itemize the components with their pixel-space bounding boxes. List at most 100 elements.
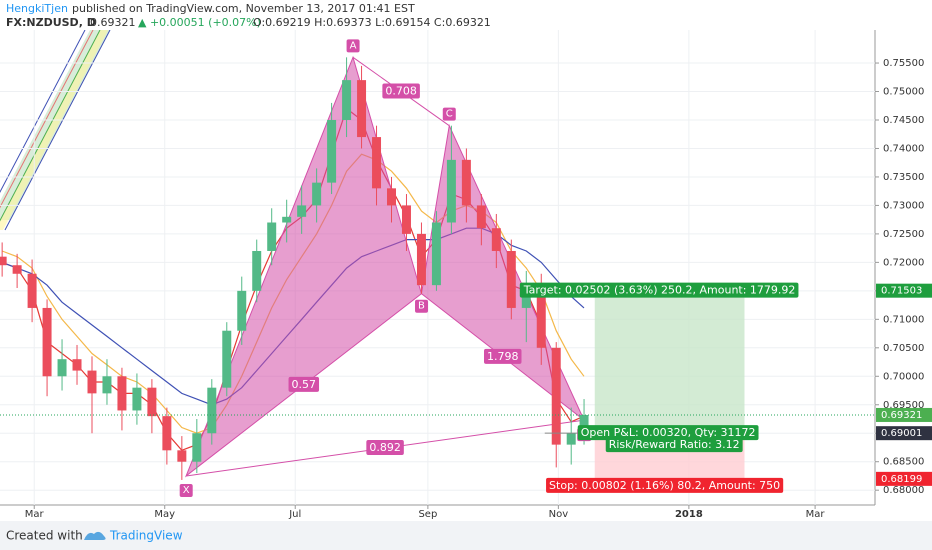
pattern-ratio: 0.57: [292, 378, 317, 391]
candle-body: [342, 80, 352, 120]
price-tag-box: [876, 283, 932, 298]
candle-body: [387, 188, 396, 206]
pnl-label: Open P&L: 0.00320, Qty: 31172: [581, 426, 756, 439]
price-tag: 0.68199: [881, 474, 922, 485]
candle-body: [372, 137, 382, 189]
x-tick-label: Sep: [418, 509, 437, 520]
candle-body: [147, 387, 157, 417]
stop-label: Stop: 0.00802 (1.16%) 80.2, Amount: 750: [549, 479, 780, 492]
plot-area: [0, 30, 875, 505]
y-tick-label: 0.71000: [883, 314, 924, 325]
pattern-point-label: A: [350, 40, 357, 51]
candle-body: [87, 370, 97, 394]
pattern-ratio-box: [382, 83, 420, 99]
pattern-point-label-box: [179, 483, 193, 497]
target-zone: [594, 290, 745, 434]
pattern-ratio-group: 1.798: [484, 348, 522, 364]
candle-body: [312, 182, 322, 206]
candle-body: [162, 416, 172, 451]
pattern-point-label-group: C: [442, 107, 456, 121]
tv-logo: [84, 531, 106, 540]
candle-body: [476, 205, 486, 229]
pattern-ratio-group: 0.57: [288, 376, 320, 392]
x-tick-label: 2018: [675, 509, 703, 520]
y-tick-label: 0.70000: [883, 371, 924, 382]
y-tick-label: 0.68000: [883, 485, 924, 496]
stop-label-box: [546, 477, 784, 493]
candle-body: [446, 159, 456, 223]
candle-body: [132, 387, 142, 411]
x-tick-label: May: [154, 509, 175, 520]
footer-bar: [0, 521, 932, 550]
candle-body: [282, 216, 292, 223]
footer-brand[interactable]: TradingView: [109, 529, 183, 543]
candle-body: [297, 205, 307, 217]
candle-body: [42, 307, 52, 377]
pattern-ratio: 1.798: [487, 350, 519, 363]
candle-body: [536, 285, 546, 348]
candle-body: [401, 205, 411, 234]
change: ▲ +0.00051 (+0.07%): [138, 16, 261, 29]
stop-label-group: Stop: 0.00802 (1.16%) 80.2, Amount: 750: [546, 477, 784, 493]
y-tick-label: 0.74500: [883, 115, 924, 126]
candle-body: [177, 450, 187, 462]
pattern-point-label-box: [415, 299, 429, 313]
author[interactable]: HengkiTjen: [6, 2, 68, 15]
y-tick-label: 0.72000: [883, 257, 924, 268]
y-tick-label: 0.75500: [883, 58, 924, 69]
candle-body: [506, 250, 516, 308]
candle-body: [192, 433, 202, 462]
candle-body: [72, 359, 82, 371]
y-tick-label: 0.72500: [883, 229, 924, 240]
candle-body: [566, 433, 576, 445]
pattern-ratio-box: [484, 348, 522, 364]
pattern-point-label: B: [418, 301, 425, 312]
y-tick-label: 0.75000: [883, 87, 924, 98]
candle-body: [461, 159, 471, 206]
pattern-point-label-box: [442, 107, 456, 121]
price-tag: 0.71503: [881, 286, 922, 297]
y-tick-label: 0.68500: [883, 457, 924, 468]
candle-body: [0, 256, 7, 266]
pattern-ratio: 0.892: [369, 441, 401, 454]
candle-body: [579, 415, 589, 434]
pattern-point-label-group: B: [415, 299, 429, 313]
price-tag: 0.69001: [881, 428, 922, 439]
rr-label-group: Risk/Reward Ratio: 3.12: [605, 437, 743, 453]
rr-label-box: [605, 437, 743, 453]
x-tick-label: Mar: [806, 509, 826, 520]
candle-body: [431, 222, 441, 286]
price-tag-box: [876, 407, 932, 422]
y-tick-label: 0.73500: [883, 172, 924, 183]
x-tick-label: Nov: [549, 509, 569, 520]
candle-body: [252, 250, 262, 291]
price-tag-box: [876, 471, 932, 486]
candle-body: [416, 233, 426, 286]
pattern-ratio-box: [366, 440, 404, 456]
pattern-point-label-group: X: [179, 483, 193, 497]
price-tag: 0.69321: [881, 410, 922, 421]
pattern-ratio-group: 0.892: [366, 440, 404, 456]
pnl-label-box: [577, 425, 759, 441]
rr-label: Risk/Reward Ratio: 3.12: [609, 438, 740, 451]
ohlc: O:0.69219 H:0.69373 L:0.69154 C:0.69321: [253, 16, 491, 29]
pattern-ratio: 0.708: [385, 85, 417, 98]
target-label: Target: 0.02502 (3.63%) 250.2, Amount: 1…: [523, 284, 796, 297]
candle-body: [357, 80, 367, 138]
symbol: FX:NZDUSD, D: [6, 16, 96, 29]
pattern-point-label: C: [446, 109, 453, 120]
candle-body: [551, 347, 561, 445]
price-tag-box: [876, 426, 932, 441]
candle-body: [57, 359, 67, 377]
candle-body: [27, 273, 37, 308]
candle-body: [237, 290, 247, 331]
candle-body: [117, 376, 127, 411]
y-tick-label: 0.69500: [883, 400, 924, 411]
x-tick-label: Mar: [25, 509, 45, 520]
candle-body: [267, 222, 277, 251]
pattern-point-label: X: [183, 485, 190, 496]
candle-body: [12, 265, 22, 274]
y-tick-label: 0.74000: [883, 143, 924, 154]
footer-created: Created with: [6, 529, 83, 543]
